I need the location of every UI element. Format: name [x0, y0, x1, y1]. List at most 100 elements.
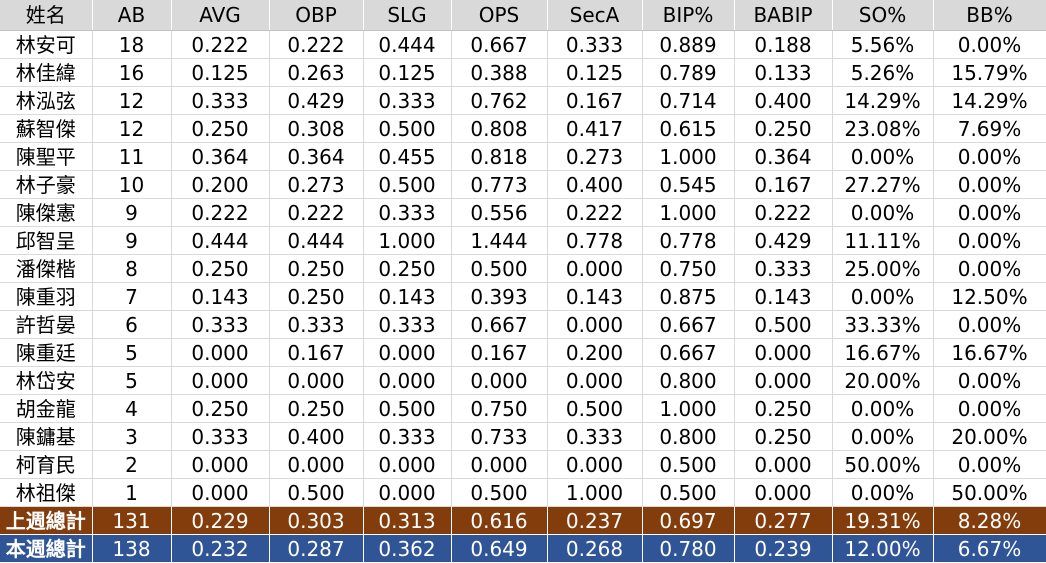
- player-name-cell: 林子豪: [0, 170, 93, 199]
- total-stat-cell: 0.239: [734, 534, 833, 563]
- stat-cell: 9: [92, 226, 172, 255]
- player-name-cell: 林佳緯: [0, 58, 93, 87]
- stat-cell: 0.000: [734, 478, 833, 507]
- stat-cell: 0.333: [547, 422, 643, 451]
- table-row: 林泓弦 12 0.333 0.429 0.333 0.762 0.167 0.714 0.400…: [0, 86, 1046, 115]
- total-stat-cell: 0.277: [734, 506, 833, 535]
- stat-cell: 0.393: [451, 282, 548, 311]
- stat-cell: 0.00%: [832, 198, 934, 227]
- stat-cell: 3: [92, 422, 172, 451]
- total-stat-cell: 0.237: [547, 506, 643, 535]
- stat-cell: 0.000: [171, 450, 270, 479]
- stat-cell: 0.250: [734, 394, 833, 423]
- stat-cell: 0.500: [451, 254, 548, 283]
- table-row: 林安可 18 0.222 0.222 0.444 0.667 0.333 0.889 0.188…: [0, 30, 1046, 59]
- stat-cell: 1.000: [642, 142, 735, 171]
- last-week-total-row: 上週總計 131 0.229 0.303 0.313 0.616 0.237 0.697 0.2…: [0, 506, 1046, 535]
- stat-cell: 0.733: [451, 422, 548, 451]
- player-name-cell: 林安可: [0, 30, 93, 59]
- stat-cell: 16.67%: [832, 338, 934, 367]
- stat-cell: 0.143: [363, 282, 452, 311]
- stat-cell: 0.000: [171, 478, 270, 507]
- stat-cell: 0.000: [451, 366, 548, 395]
- stat-cell: 0.000: [269, 450, 364, 479]
- stat-cell: 0.750: [451, 394, 548, 423]
- stat-cell: 0.556: [451, 198, 548, 227]
- stat-cell: 0.000: [363, 366, 452, 395]
- table-row: 林祖傑 1 0.000 0.500 0.000 0.500 1.000 0.500 0.000 0…: [0, 478, 1046, 507]
- table-row: 潘傑楷 8 0.250 0.250 0.250 0.500 0.000 0.750 0.333 2…: [0, 254, 1046, 283]
- stat-cell: 0.714: [642, 86, 735, 115]
- stat-cell: 0.444: [269, 226, 364, 255]
- column-header-0: 姓名: [0, 0, 93, 31]
- stat-cell: 11.11%: [832, 226, 934, 255]
- this-week-total-row: 本週總計 138 0.232 0.287 0.362 0.649 0.268 0.780 0.2…: [0, 534, 1046, 563]
- player-name-cell: 陳傑憲: [0, 198, 93, 227]
- player-name-cell: 蘇智傑: [0, 114, 93, 143]
- stat-cell: 0.00%: [933, 254, 1046, 283]
- stat-cell: 0.00%: [933, 170, 1046, 199]
- stat-cell: 0.500: [547, 394, 643, 423]
- stat-cell: 0.000: [547, 366, 643, 395]
- total-label-cell: 本週總計: [0, 534, 93, 563]
- table-row: 林佳緯 16 0.125 0.263 0.125 0.388 0.125 0.789 0.133…: [0, 58, 1046, 87]
- stat-cell: 5: [92, 338, 172, 367]
- column-header-5: OPS: [451, 0, 548, 31]
- total-stat-cell: 0.229: [171, 506, 270, 535]
- stat-cell: 0.000: [547, 450, 643, 479]
- stat-cell: 0.250: [269, 282, 364, 311]
- stat-cell: 0.778: [547, 226, 643, 255]
- stat-cell: 1.000: [642, 394, 735, 423]
- stat-cell: 0.200: [547, 338, 643, 367]
- stat-cell: 0.222: [734, 198, 833, 227]
- stat-cell: 0.143: [734, 282, 833, 311]
- stat-cell: 7: [92, 282, 172, 311]
- table-row: 陳重羽 7 0.143 0.250 0.143 0.393 0.143 0.875 0.143 0…: [0, 282, 1046, 311]
- stat-cell: 33.33%: [832, 310, 934, 339]
- stat-cell: 0.615: [642, 114, 735, 143]
- stat-cell: 0.500: [363, 114, 452, 143]
- stat-cell: 0.250: [363, 254, 452, 283]
- column-header-4: SLG: [363, 0, 452, 31]
- total-stat-cell: 6.67%: [933, 534, 1046, 563]
- stat-cell: 0.333: [363, 310, 452, 339]
- stat-cell: 5.56%: [832, 30, 934, 59]
- stat-cell: 0.444: [363, 30, 452, 59]
- table-header: 姓名 AB AVG OBP SLG OPS SecA BIP% BABIP SO% BB%: [0, 0, 1046, 31]
- stat-cell: 18: [92, 30, 172, 59]
- stat-cell: 0.808: [451, 114, 548, 143]
- stat-cell: 0.00%: [933, 450, 1046, 479]
- stat-cell: 0.00%: [832, 142, 934, 171]
- player-name-cell: 陳重羽: [0, 282, 93, 311]
- stat-cell: 0.800: [642, 422, 735, 451]
- player-name-cell: 陳重廷: [0, 338, 93, 367]
- stat-cell: 0.222: [171, 198, 270, 227]
- stat-cell: 0.222: [547, 198, 643, 227]
- stat-cell: 0.000: [734, 366, 833, 395]
- header-row: 姓名 AB AVG OBP SLG OPS SecA BIP% BABIP SO% BB%: [0, 0, 1046, 31]
- stat-cell: 0.000: [547, 254, 643, 283]
- stat-cell: 0.545: [642, 170, 735, 199]
- stat-cell: 10: [92, 170, 172, 199]
- stat-cell: 0.000: [451, 450, 548, 479]
- stat-cell: 0.000: [547, 310, 643, 339]
- stat-cell: 0.222: [171, 30, 270, 59]
- stat-cell: 16.67%: [933, 338, 1046, 367]
- stat-cell: 25.00%: [832, 254, 934, 283]
- column-header-10: BB%: [933, 0, 1046, 31]
- stat-cell: 0.250: [734, 422, 833, 451]
- stat-cell: 0.125: [171, 58, 270, 87]
- stat-cell: 0.789: [642, 58, 735, 87]
- table-row: 蘇智傑 12 0.250 0.308 0.500 0.808 0.417 0.615 0.250…: [0, 114, 1046, 143]
- stat-cell: 0.222: [269, 198, 364, 227]
- stat-cell: 0.667: [451, 310, 548, 339]
- stat-cell: 0.00%: [832, 394, 934, 423]
- stat-cell: 0.417: [547, 114, 643, 143]
- stat-cell: 0.364: [269, 142, 364, 171]
- player-name-cell: 林岱安: [0, 366, 93, 395]
- stat-cell: 0.125: [547, 58, 643, 87]
- stat-cell: 0.333: [269, 310, 364, 339]
- stat-cell: 27.27%: [832, 170, 934, 199]
- stat-cell: 0.000: [171, 338, 270, 367]
